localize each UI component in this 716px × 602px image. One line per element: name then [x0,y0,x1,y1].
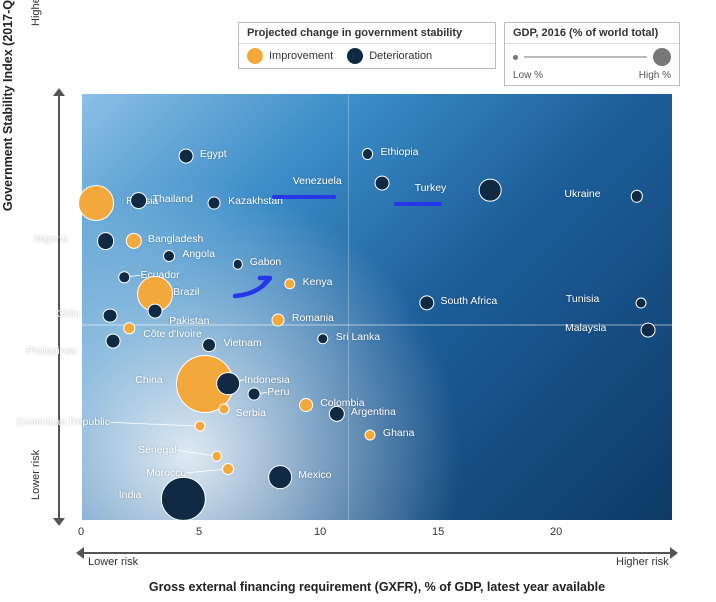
point-morocco [222,463,234,475]
point-label-c-te-d-ivoire: Côte d'Ivoire [143,328,202,340]
point-vietnam [202,338,216,352]
y-axis-title: Government Stability Index (2017-Q2) [1,0,15,300]
legend-dot-deterioration [347,48,363,64]
point-romania [271,313,284,326]
point-label-ukraine: Ukraine [564,188,600,200]
point-label-india: India [119,489,142,501]
point-indonesia [216,372,240,396]
point-label-peru: Peru [267,386,289,398]
point-label-angola: Angola [182,248,215,260]
point-label-china: China [135,374,162,386]
point-label-dominican-republic: Dominican Republic [17,416,110,428]
legend-change-stability: Projected change in government stability… [238,22,496,69]
x-axis-high-label: Higher risk [616,556,669,568]
x-tick-label: 20 [550,526,562,538]
legend-dot-improvement [247,48,263,64]
point-label-tunisia: Tunisia [566,293,599,305]
point-angola [163,250,175,262]
x-axis-title: Gross external financing requirement (GX… [82,580,672,594]
point-nigeria [97,232,115,250]
point-label-ethiopia: Ethiopia [381,146,419,158]
y-axis-arrow-down [53,518,65,526]
point-label-ghana: Ghana [383,427,415,439]
annotation-underline-venezuela [272,195,336,199]
legend-gdp-title: GDP, 2016 (% of world total) [505,23,679,44]
x-axis-arrow-right [670,547,678,559]
point-label-morocco: Morocco [146,467,186,479]
point-chile [103,308,118,323]
point-label-turkey: Turkey [415,182,447,194]
point-colombia [299,398,313,412]
point-label-chile: Chile [56,308,80,320]
point-label-egypt: Egypt [200,148,227,160]
point-mexico [268,466,292,490]
point-label-sri-lanka: Sri Lanka [336,331,380,343]
point-turkey [479,178,502,201]
point-label-kenya: Kenya [303,276,333,288]
x-tick-label: 5 [196,526,202,538]
legend-gdp-dot-small [513,55,518,60]
point-serbia [218,404,229,415]
point-label-serbia: Serbia [236,407,266,419]
point-tunisia [636,297,647,308]
point-kazakhstan [208,196,221,209]
point-label-bangladesh: Bangladesh [148,233,203,245]
y-axis-high-label: Higher risk [30,0,42,26]
legend-label-deterioration: Deterioration [369,50,432,62]
point-label-gabon: Gabon [250,256,282,268]
legend-label-improvement: Improvement [269,50,333,62]
legend-change-title: Projected change in government stability [239,23,495,44]
legend-gdp-low-label: Low % [513,70,543,81]
point-label-south-africa: South Africa [441,295,498,307]
x-axis-low-label: Lower risk [88,556,138,568]
x-tick-label: 0 [78,526,84,538]
point-dominican-republic [195,421,206,432]
point-label-nigeria: Nigeria [34,233,67,245]
point-russia [78,185,114,221]
legend-gdp-dot-large [653,48,671,66]
point-label-thailand: Thailand [153,193,193,205]
legend-gdp-size: GDP, 2016 (% of world total) Low % High … [504,22,680,86]
point-peru [248,388,261,401]
point-label-indonesia: Indonesia [244,374,290,386]
point-label-senegal: Senegal [138,444,177,456]
x-axis-line [82,552,672,554]
point-egypt [178,148,193,163]
point-philippines [105,334,120,349]
x-tick-label: 10 [314,526,326,538]
x-tick-label: 15 [432,526,444,538]
label-leaders-svg [82,94,382,244]
point-pakistan [148,304,163,319]
annotation-underline-turkey [394,202,442,206]
point-label-romania: Romania [292,312,334,324]
point-ethiopia [362,148,374,160]
point-malaysia [641,323,656,338]
point-venezuela [374,176,389,191]
y-axis-low-label: Lower risk [30,450,42,500]
point-label-venezuela: Venezuela [293,175,342,187]
point-label-malaysia: Malaysia [565,322,606,334]
plot-area: RussiaNigeriaThailandBangladeshEcuadorCh… [82,94,672,520]
point-label-mexico: Mexico [298,469,331,481]
point-label-brazil: Brazil [173,286,199,298]
point-thailand [130,192,148,210]
point-label-philippines: Philippines [26,345,77,357]
y-axis-arrow-up [53,88,65,96]
legend-gdp-high-label: High % [639,70,671,81]
point-label-pakistan: Pakistan [169,315,209,327]
x-axis-arrow-left [76,547,84,559]
point-label-vietnam: Vietnam [223,337,261,349]
legend-gdp-scale-bar [524,56,647,58]
point-label-argentina: Argentina [351,406,396,418]
point-ghana [364,429,375,440]
